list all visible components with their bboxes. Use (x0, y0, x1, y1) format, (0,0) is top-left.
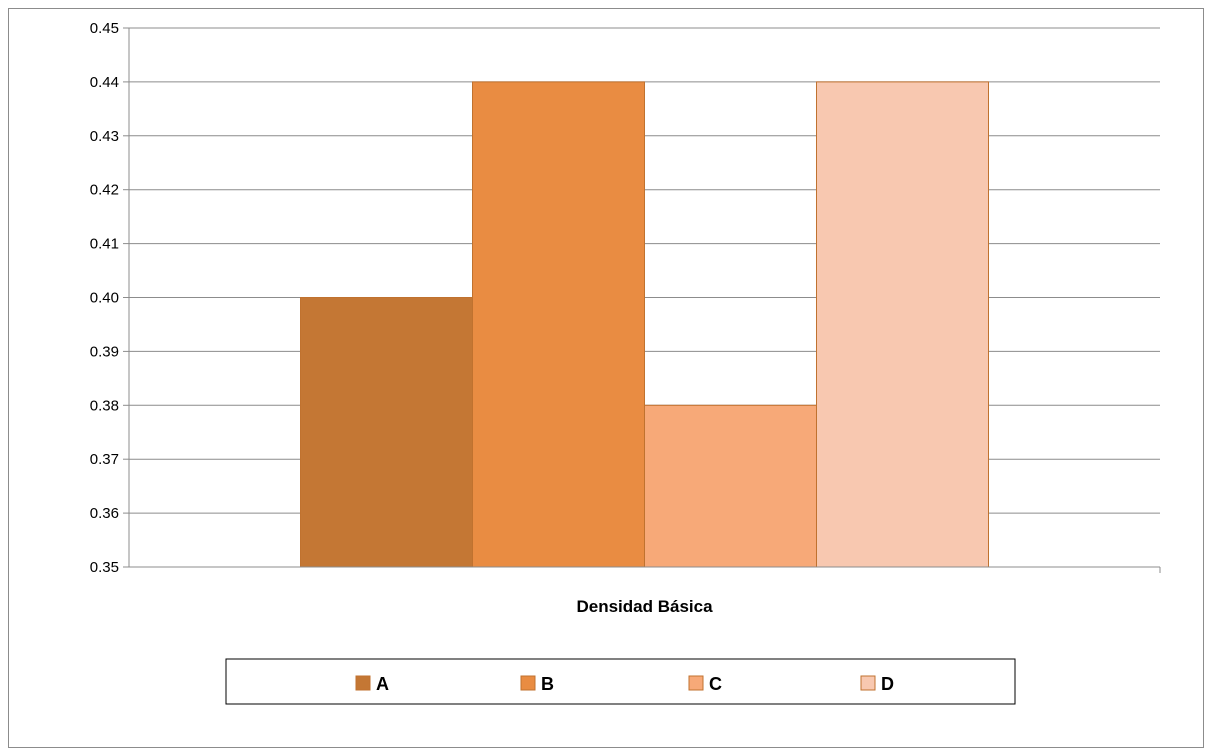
y-tick-label: 0.39 (90, 343, 119, 360)
y-tick-label: 0.43 (90, 128, 119, 145)
legend-swatch-d (860, 675, 876, 691)
y-tick-label: 0.38 (90, 397, 119, 414)
axes (128, 28, 1161, 573)
bar-d (816, 81, 989, 568)
legend-label-b: B (541, 674, 554, 694)
legend-label-c: C (709, 674, 722, 694)
legend: A B C D (225, 658, 1016, 705)
bar-a (300, 297, 473, 568)
y-tick-label: 0.35 (90, 559, 119, 576)
legend-swatch-b (520, 675, 536, 691)
y-tick-label: 0.40 (90, 290, 119, 307)
legend-box (225, 658, 1016, 705)
legend-label-d: D (881, 674, 894, 694)
y-tick-label: 0.41 (90, 236, 119, 253)
y-tick-label: 0.44 (90, 74, 119, 91)
bars (300, 81, 989, 568)
bar-c (644, 404, 817, 568)
y-tick-label: 0.42 (90, 182, 119, 199)
y-tick-label: 0.45 (90, 20, 119, 37)
y-tick-label: 0.36 (90, 505, 119, 522)
bar-b (472, 81, 645, 568)
y-axis-ticks: 0.35 0.36 0.37 0.38 0.39 0.40 0.41 0.42 0.43 0.44… (90, 20, 129, 576)
y-tick-label: 0.37 (90, 451, 119, 468)
legend-swatch-c (688, 675, 704, 691)
x-axis-title: Densidad Básica (576, 597, 713, 616)
bar-chart: 0.35 0.36 0.37 0.38 0.39 0.40 0.41 0.42 0.43 0.44… (90, 20, 1161, 705)
legend-swatch-a (355, 675, 371, 691)
legend-label-a: A (376, 674, 389, 694)
